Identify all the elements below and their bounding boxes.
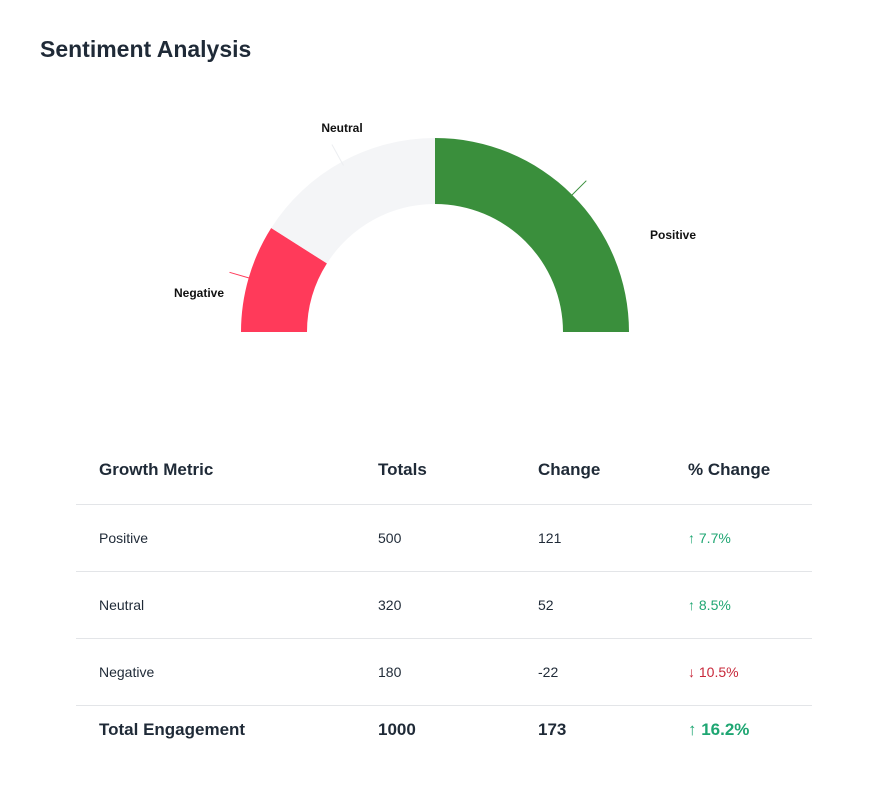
leader-line-positive (568, 180, 587, 199)
page-title: Sentiment Analysis (40, 36, 252, 62)
cell-total: 500 (378, 504, 538, 572)
growth-table: Growth Metric Totals Change % Change Pos… (76, 436, 812, 754)
table-row: Negative 180 -22 ↓ 10.5% (76, 638, 812, 706)
cell-change: 52 (538, 571, 688, 639)
cell-total: 1000 (378, 720, 416, 739)
label-negative: Negative (174, 286, 224, 300)
table-row: Neutral 320 52 ↑ 8.5% (76, 571, 812, 639)
table-row: Positive 500 121 ↑ 7.7% (76, 504, 812, 572)
cell-change: -22 (538, 638, 688, 706)
total-row: Total Engagement 1000 173 ↑ 16.2% (76, 706, 812, 755)
gauge-segment-neutral (271, 138, 435, 264)
leader-line-negative (229, 271, 253, 280)
leader-line-neutral (331, 144, 344, 166)
label-neutral: Neutral (321, 121, 362, 135)
cell-pct: ↑ 16.2% (688, 720, 750, 739)
header-totals: Totals (378, 436, 538, 505)
gauge-chart: Negative Neutral Positive (174, 121, 696, 332)
cell-metric: Negative (76, 638, 378, 706)
cell-pct: ↓ 10.5% (688, 638, 812, 706)
cell-pct: ↑ 7.7% (688, 504, 812, 572)
cell-pct: ↑ 8.5% (688, 571, 812, 639)
table-header-row: Growth Metric Totals Change % Change (76, 436, 812, 505)
header-change: Change (538, 436, 688, 505)
cell-metric: Neutral (76, 571, 378, 639)
header-pct-change: % Change (688, 436, 812, 505)
cell-total: 180 (378, 638, 538, 706)
label-positive: Positive (650, 228, 696, 242)
cell-change: 121 (538, 504, 688, 572)
cell-change: 173 (538, 720, 567, 739)
header-metric: Growth Metric (76, 436, 378, 505)
gauge-segment-positive (435, 138, 629, 332)
cell-metric: Total Engagement (99, 720, 246, 739)
cell-total: 320 (378, 571, 538, 639)
gauge-segment-negative (241, 228, 327, 332)
cell-metric: Positive (76, 504, 378, 572)
